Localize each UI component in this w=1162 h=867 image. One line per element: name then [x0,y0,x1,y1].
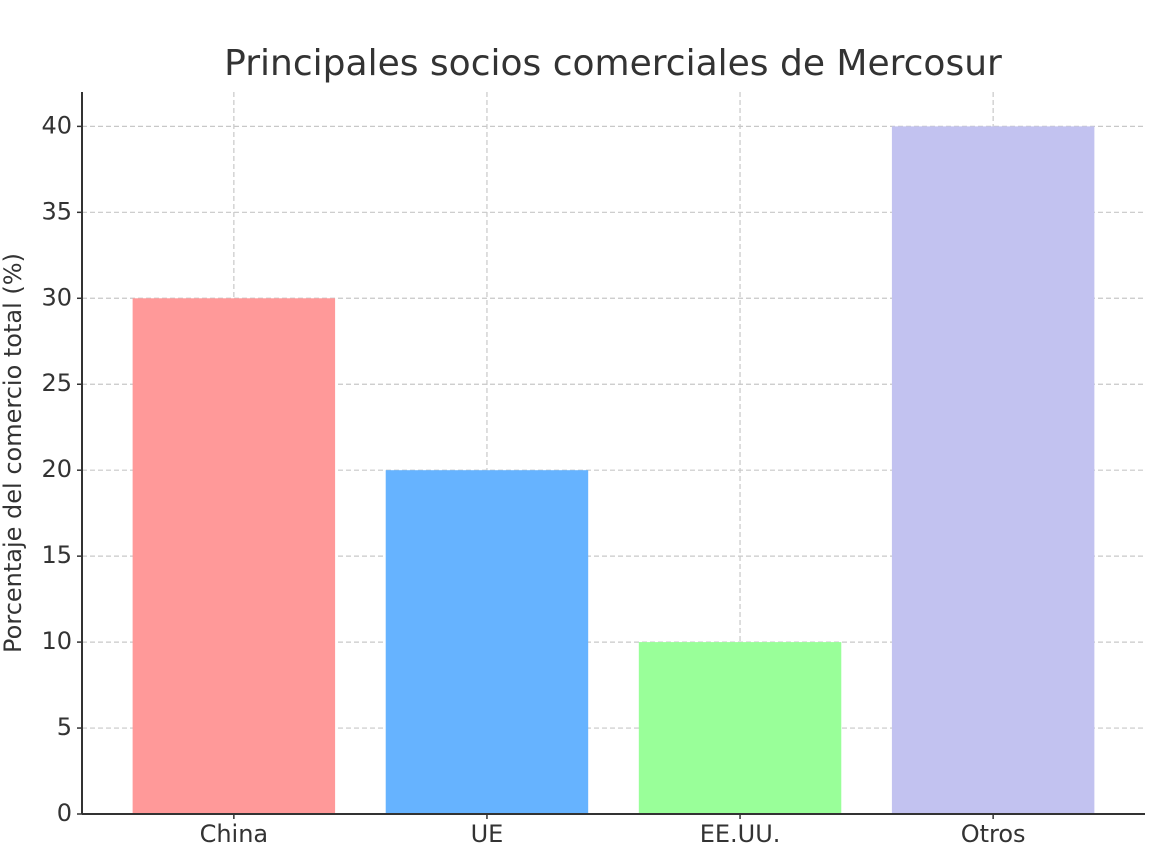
y-tick-label: 15 [41,541,72,569]
y-tick-label: 20 [41,455,72,483]
x-tick-label: China [200,820,269,848]
bar [385,470,589,814]
y-tick-label: 0 [57,799,72,827]
x-tick-label: EE.UU. [700,820,781,848]
y-tick-label: 40 [41,111,72,139]
y-tick-label: 10 [41,627,72,655]
y-tick-label: 25 [41,369,72,397]
bar [891,126,1095,814]
y-axis-label: Porcentaje del comercio total (%) [0,253,27,653]
bar [132,298,336,814]
y-tick-label: 30 [41,283,72,311]
x-tick-label: UE [471,820,504,848]
y-tick-label: 5 [57,713,72,741]
chart-title: Principales socios comerciales de Mercos… [224,43,1002,84]
bar [638,642,842,814]
x-tick-label: Otros [961,820,1026,848]
y-tick-label: 35 [41,197,72,225]
